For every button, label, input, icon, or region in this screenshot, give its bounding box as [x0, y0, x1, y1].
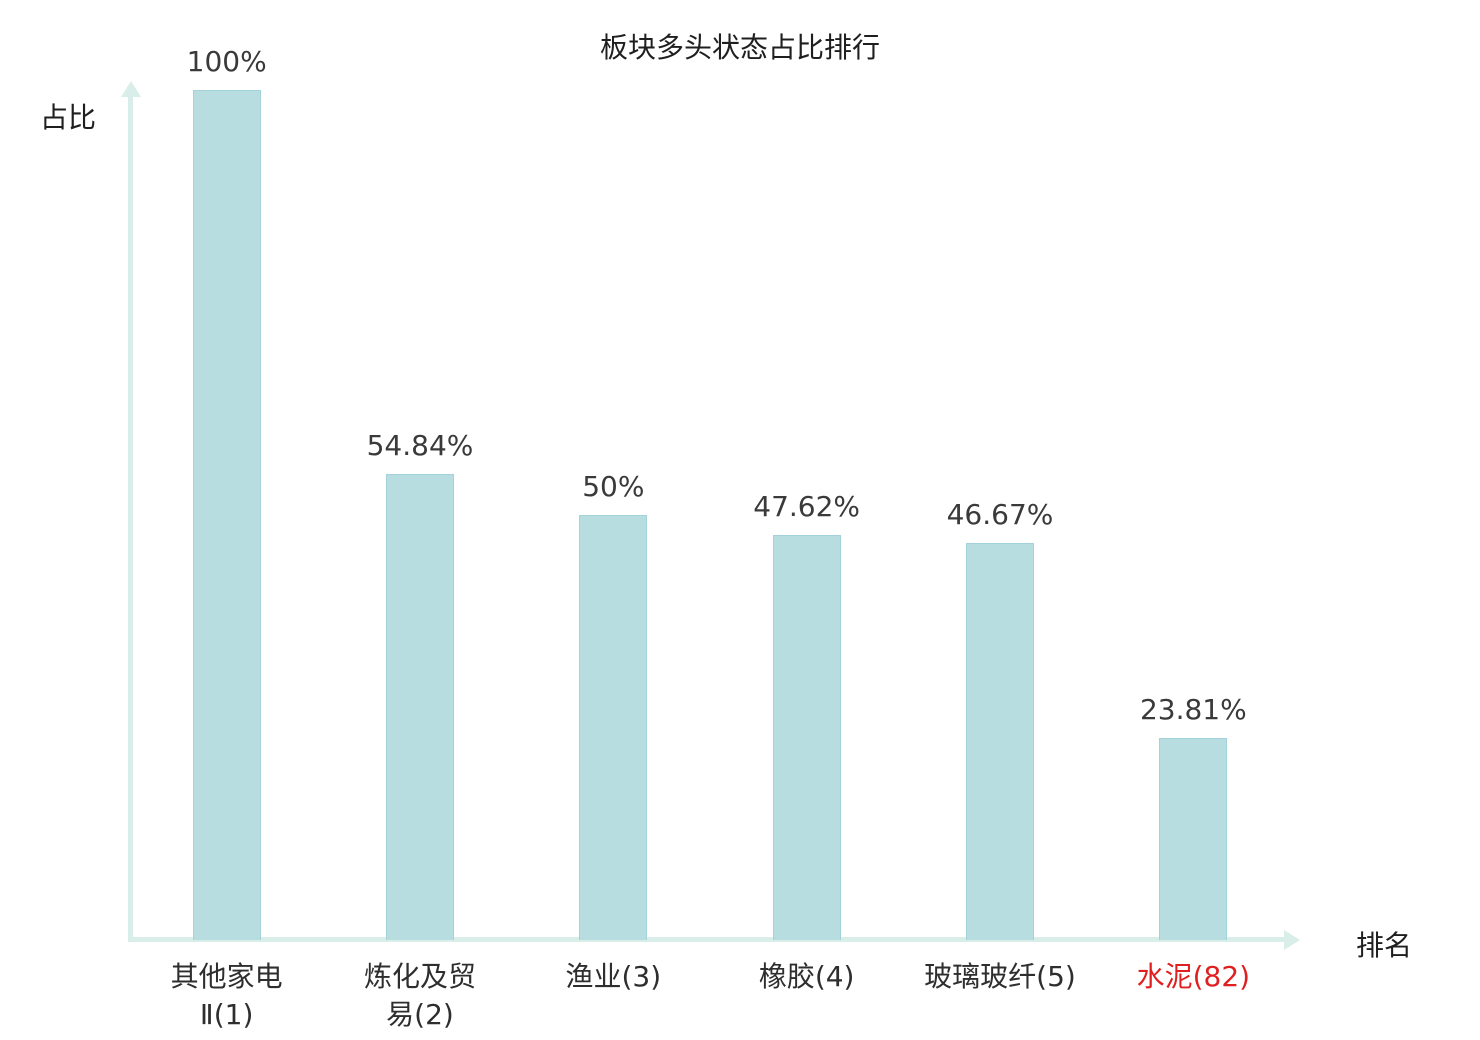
chart-title: 板块多头状态占比排行 — [599, 31, 880, 64]
bar-value-label: 54.84% — [366, 428, 474, 462]
bar-3 — [579, 515, 648, 940]
category-label: 橡胶(4) — [758, 960, 855, 993]
y-axis-line — [128, 96, 133, 940]
category-label: 水泥(82) — [1136, 960, 1251, 993]
bar-value-label: 50% — [582, 470, 645, 503]
y-axis-arrow-icon — [121, 81, 141, 97]
x-axis-line — [128, 937, 1286, 942]
bar-1 — [192, 90, 261, 940]
bar-2 — [386, 473, 454, 940]
x-axis-label: 排名 — [1356, 929, 1413, 962]
bar-value-label: 23.81% — [1139, 692, 1247, 726]
bar-4 — [772, 535, 841, 940]
bar-value-label: 47.62% — [753, 490, 861, 524]
category-label: 渔业(3) — [565, 960, 662, 993]
y-axis-label: 占比 — [40, 101, 97, 134]
x-axis-arrow-icon — [1284, 930, 1300, 950]
bar-5 — [966, 543, 1034, 940]
category-label: 玻璃玻纤(5) — [924, 960, 1076, 993]
bar-6 — [1159, 737, 1228, 940]
bar-value-label: 46.67% — [946, 498, 1054, 532]
bar-value-label: 100% — [186, 45, 267, 78]
category-label: 炼化及贸 易(2) — [363, 960, 477, 1031]
category-label: 其他家电 Ⅱ(1) — [170, 960, 283, 1031]
